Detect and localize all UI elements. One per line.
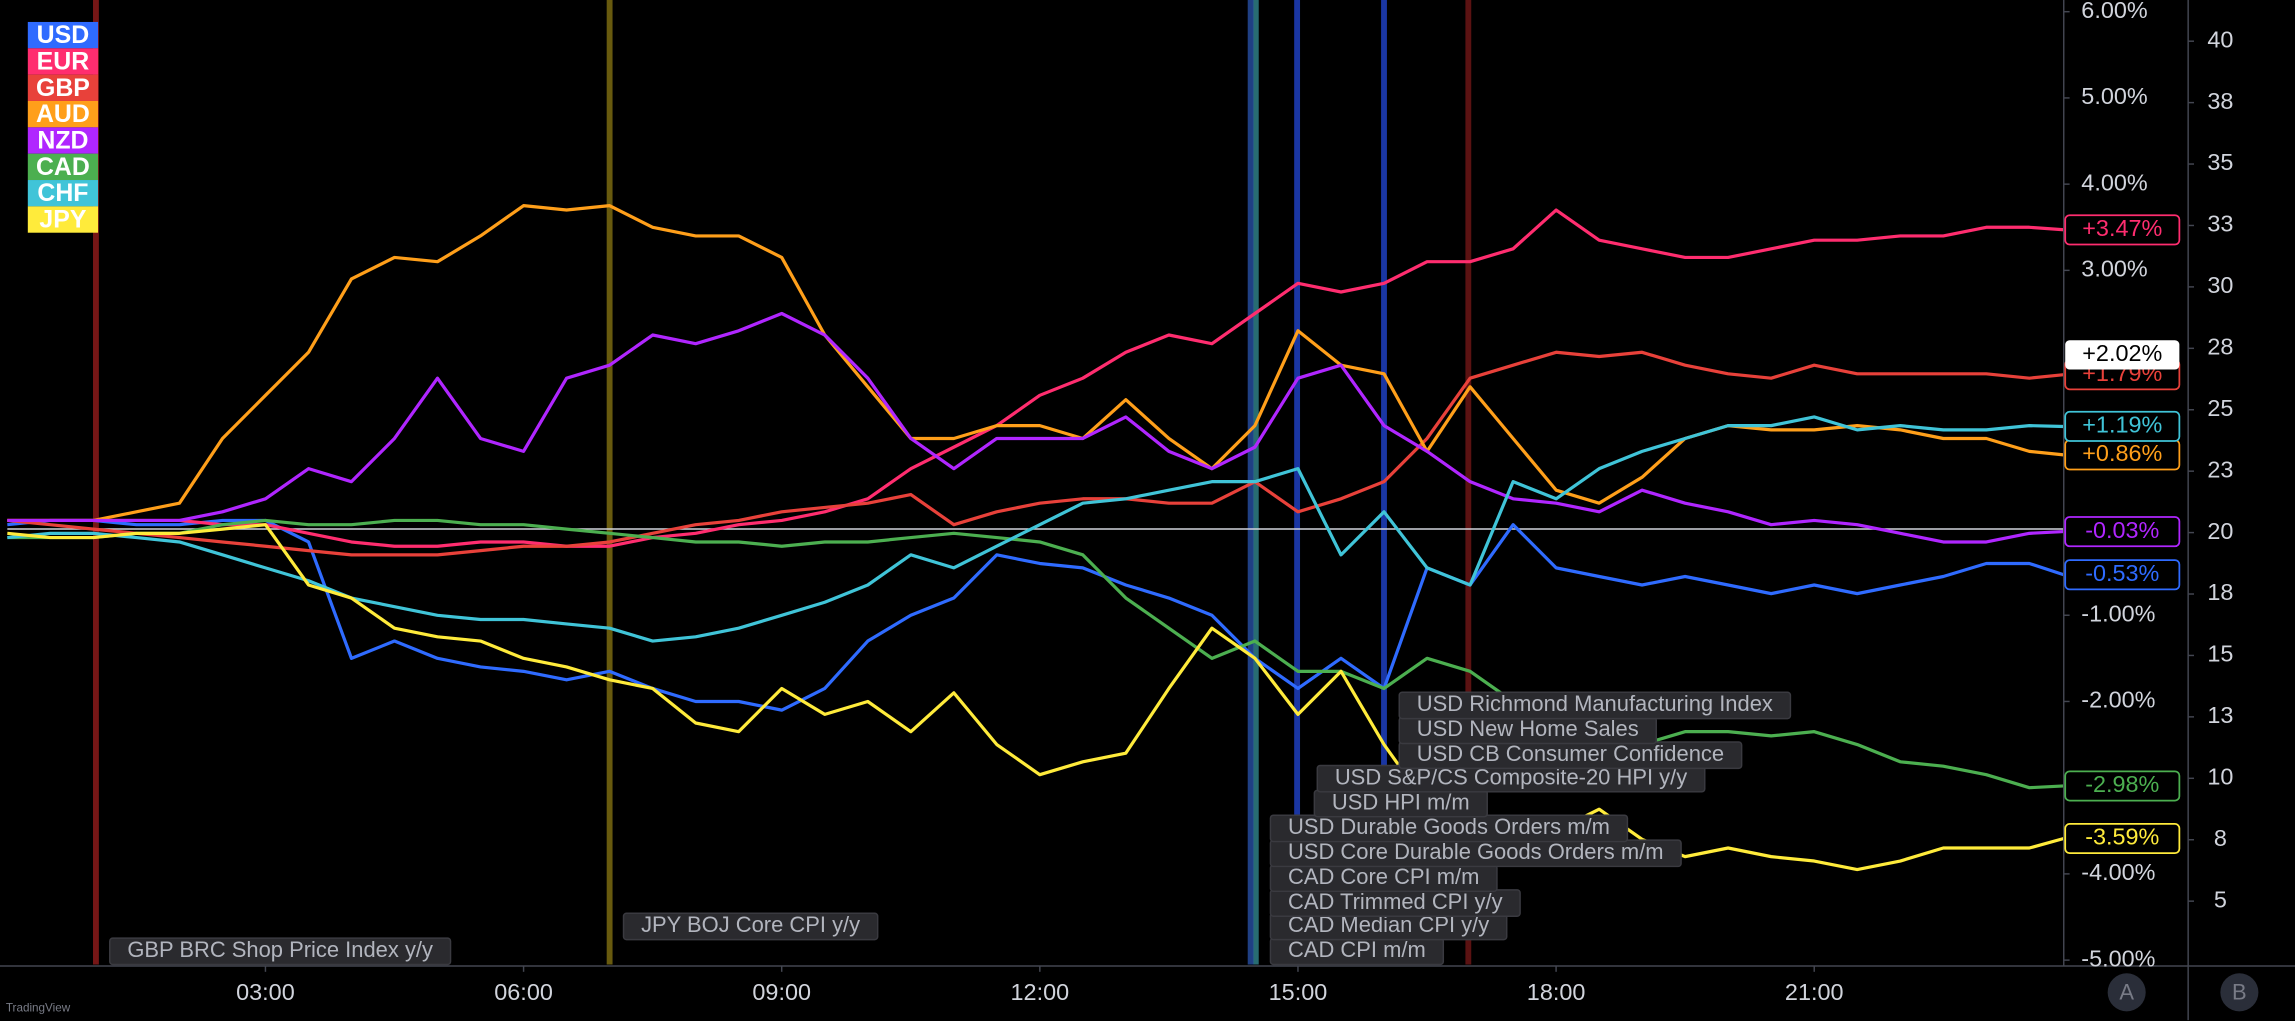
event-label: GBP BRC Shop Price Index y/y — [127, 937, 433, 962]
legend-label: NZD — [37, 127, 88, 155]
y2-tick-label: 20 — [2207, 518, 2233, 544]
last-value-badge — [2064, 823, 2181, 855]
x-tick-label: 18:00 — [1527, 979, 1586, 1005]
legend-label: USD — [37, 21, 90, 49]
legend-swatch — [27, 206, 99, 233]
last-value-label: +1.19% — [2082, 412, 2162, 438]
y2-tick-label: 15 — [2207, 641, 2233, 667]
x-tick-label: 21:00 — [1785, 979, 1844, 1005]
legend-label: CHF — [37, 179, 88, 207]
event-label: USD New Home Sales — [1417, 716, 1639, 741]
series-line — [7, 518, 2065, 712]
y2-tick-label: 10 — [2207, 763, 2233, 789]
x-tick-label: 09:00 — [752, 979, 811, 1005]
series-line — [7, 518, 2064, 790]
pane-button[interactable] — [2220, 973, 2259, 1012]
event-label: USD CB Consumer Confidence — [1417, 741, 1724, 766]
last-value-badge — [2064, 410, 2181, 442]
y2-tick-label: 30 — [2207, 272, 2233, 298]
legend-swatch — [27, 180, 99, 207]
y2-tick-label: 18 — [2207, 579, 2233, 605]
legend-label: JPY — [39, 206, 86, 234]
legend-swatch — [27, 127, 99, 154]
legend-label: AUD — [36, 100, 90, 128]
last-value-label: -0.03% — [2085, 517, 2159, 543]
series-layer — [7, 204, 2065, 872]
last-value-badge — [2064, 214, 2181, 246]
event-line — [606, 0, 613, 965]
legend-swatch — [27, 48, 99, 75]
pane-button-label[interactable]: A — [2119, 980, 2134, 1005]
series-line — [7, 350, 2064, 557]
last-value-badge — [2064, 516, 2181, 548]
last-value-label: -0.53% — [2085, 560, 2159, 586]
y2-tick-label: 33 — [2207, 211, 2233, 237]
y-tick-label: 3.00% — [2081, 256, 2147, 282]
overlay-layer: GBP BRC Shop Price Index y/y JPY BOJ Core… — [27, 21, 2259, 1012]
y-tick-label: -5.00% — [2081, 945, 2155, 971]
last-value-label: +3.47% — [2082, 215, 2162, 241]
y-tick-label: -1.00% — [2081, 600, 2155, 626]
event-label-box — [1398, 691, 1792, 720]
x-tick-label: 06:00 — [494, 979, 553, 1005]
legend-label: CAD — [36, 153, 90, 181]
watermark: TradingView — [6, 1002, 71, 1015]
x-tick-label: 12:00 — [1011, 979, 1070, 1005]
pane-button-label[interactable]: B — [2232, 980, 2247, 1005]
y2-tick-label: 13 — [2207, 702, 2233, 728]
event-line — [1294, 0, 1301, 965]
y2-tick-label: 8 — [2214, 825, 2227, 851]
legend-swatch — [27, 153, 99, 181]
y2-tick-label: 40 — [2207, 26, 2233, 52]
event-line — [93, 0, 99, 965]
y2-tick-label: 5 — [2214, 886, 2227, 912]
legend-label: EUR — [37, 48, 90, 76]
last-value-badge — [2064, 559, 2181, 591]
last-value-label: -2.98% — [2085, 771, 2159, 797]
y2-tick-label: 35 — [2207, 149, 2233, 175]
y-tick-label: 5.00% — [2081, 83, 2147, 109]
event-label: USD Richmond Manufacturing Index — [1417, 691, 1773, 716]
event-label: CAD Core CPI m/m — [1288, 864, 1479, 889]
x-tick-label: 03:00 — [236, 979, 295, 1005]
series-line — [7, 208, 2064, 548]
y2-tick-label: 28 — [2207, 334, 2233, 360]
last-value-badge — [2064, 770, 2181, 802]
y-tick-label: 4.00% — [2081, 169, 2147, 195]
last-value-label: +0.86% — [2082, 440, 2162, 466]
legend-label: GBP — [36, 74, 90, 102]
y2-tick-label: 25 — [2207, 395, 2233, 421]
event-label: USD Core Durable Goods Orders m/m — [1288, 839, 1664, 864]
pane-button[interactable] — [2107, 973, 2146, 1012]
series-line — [7, 311, 2064, 544]
y2-tick-label: 38 — [2207, 88, 2233, 114]
y2-tick-label: 23 — [2207, 456, 2233, 482]
legend-swatch — [27, 74, 99, 101]
event-label-box — [622, 912, 879, 941]
legend-swatch — [27, 100, 99, 128]
y-tick-label: -4.00% — [2081, 859, 2155, 885]
event-label: USD HPI m/m — [1332, 789, 1470, 814]
legend-swatch — [27, 21, 99, 49]
series-line — [7, 523, 2065, 872]
crosshair-label: +2.02% — [2082, 340, 2162, 366]
event-label: JPY BOJ Core CPI y/y — [641, 912, 860, 937]
event-label: CAD CPI m/m — [1288, 937, 1426, 962]
y-tick-label: -2.00% — [2081, 687, 2155, 713]
crosshair-badge — [2065, 340, 2180, 370]
x-tick-label: 15:00 — [1269, 979, 1328, 1005]
event-label: CAD Trimmed CPI y/y — [1288, 889, 1503, 914]
y-tick-label: 6.00% — [2081, 0, 2147, 23]
last-value-label: -3.59% — [2085, 824, 2159, 850]
event-label: USD Durable Goods Orders m/m — [1288, 814, 1610, 839]
event-label-box — [109, 937, 452, 966]
